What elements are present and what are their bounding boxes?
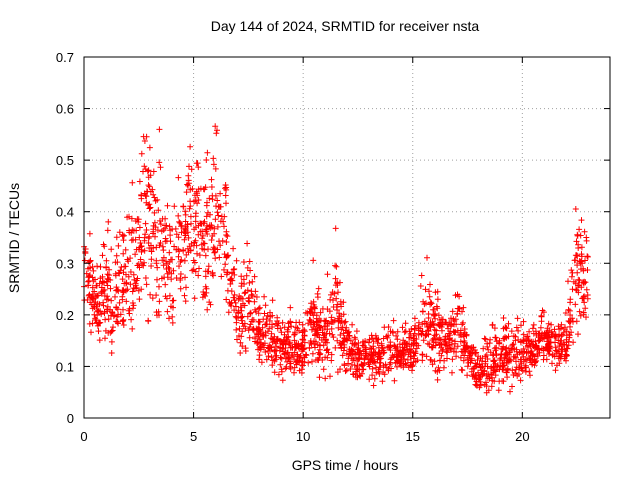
x-tick-label: 0 <box>80 429 87 444</box>
y-tick-label: 0.2 <box>56 308 74 323</box>
axes: 0 5 10 15 20 0 0.1 0.2 0.3 0.4 0.5 0.6 0.7 <box>56 50 611 444</box>
x-tick-label: 10 <box>296 429 310 444</box>
x-tick-label: 20 <box>515 429 529 444</box>
y-tick-label: 0 <box>67 411 74 426</box>
y-tick-label: 0.4 <box>56 205 74 220</box>
y-tick-label: 0.7 <box>56 50 74 65</box>
y-tick-label: 0.6 <box>56 102 74 117</box>
y-tick-label: 0.1 <box>56 359 74 374</box>
chart-title: Day 144 of 2024, SRMTID for receiver nst… <box>211 18 480 34</box>
x-tick-label: 15 <box>406 429 420 444</box>
data-points <box>81 123 591 396</box>
x-tick-label: 5 <box>190 429 197 444</box>
series-srmtid-markers <box>81 123 591 396</box>
y-tick-label: 0.5 <box>56 153 74 168</box>
plot-frame <box>83 56 611 419</box>
y-axis-label: SRMTID / TECUs <box>6 183 22 293</box>
y-tick-label: 0.3 <box>56 256 74 271</box>
x-axis-label: GPS time / hours <box>292 457 399 473</box>
